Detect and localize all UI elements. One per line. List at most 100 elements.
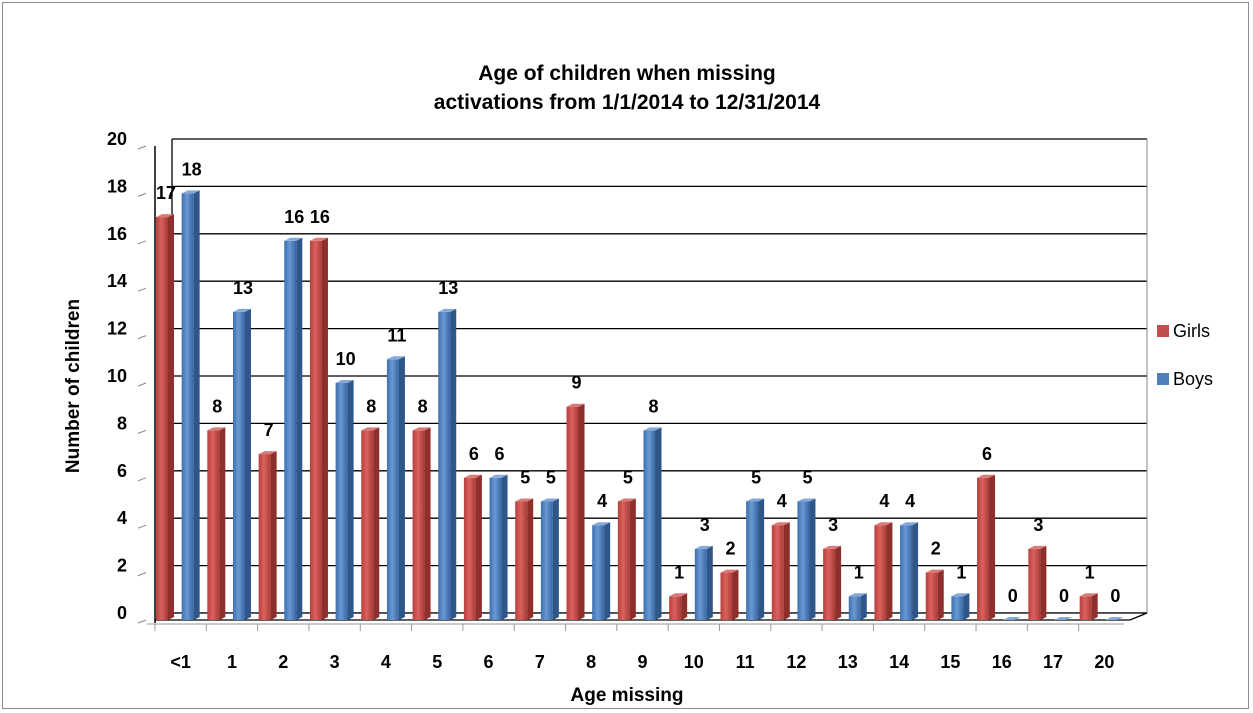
data-label-girls: 8 bbox=[418, 396, 428, 416]
y-tick-mark bbox=[137, 145, 147, 150]
bar-front bbox=[900, 525, 913, 620]
data-label-girls: 3 bbox=[828, 515, 838, 535]
data-label-boys: 10 bbox=[336, 349, 356, 369]
data-label-boys: 4 bbox=[905, 491, 915, 511]
data-label-boys: 16 bbox=[284, 207, 304, 227]
bar-boys bbox=[746, 498, 765, 620]
y-tick-mark bbox=[137, 382, 147, 387]
bar-side bbox=[860, 593, 867, 620]
bar-girls bbox=[977, 474, 996, 620]
bar-side bbox=[578, 403, 585, 620]
bar-front bbox=[771, 525, 784, 620]
y-tick-mark bbox=[137, 572, 147, 577]
bar-top bbox=[412, 427, 431, 431]
y-tick-label: 2 bbox=[117, 556, 127, 576]
bar-top bbox=[617, 498, 636, 502]
bar-top bbox=[823, 545, 842, 549]
data-label-girls: 1 bbox=[674, 562, 684, 582]
y-tick-mark bbox=[137, 477, 147, 482]
bar-girls bbox=[515, 498, 534, 620]
bar-front bbox=[925, 572, 938, 620]
bar-girls bbox=[925, 569, 944, 620]
y-tick-mark bbox=[137, 429, 147, 434]
bar-girls bbox=[771, 522, 790, 620]
x-tick-label: 14 bbox=[889, 652, 909, 672]
bar-top bbox=[669, 593, 688, 597]
data-label-girls: 17 bbox=[156, 183, 176, 203]
bar-side bbox=[168, 214, 174, 620]
chart-title: Age of children when missing bbox=[478, 62, 776, 85]
data-label-girls: 4 bbox=[777, 491, 787, 511]
bar-front bbox=[669, 596, 682, 620]
x-tick-label: 1 bbox=[227, 652, 237, 672]
bar-side bbox=[1091, 593, 1098, 620]
bar-front bbox=[592, 525, 605, 620]
bar-boys bbox=[386, 356, 405, 620]
bar-top bbox=[1079, 593, 1098, 597]
bar-front bbox=[848, 596, 861, 620]
x-tick-label: 12 bbox=[786, 652, 806, 672]
data-label-boys: 6 bbox=[495, 444, 505, 464]
bar-boys bbox=[643, 427, 662, 620]
bar-top bbox=[1054, 617, 1073, 620]
bar-top bbox=[900, 522, 919, 526]
bar-side bbox=[501, 474, 508, 620]
bar-side bbox=[783, 522, 790, 620]
bar-side bbox=[398, 356, 405, 620]
bar-front bbox=[515, 501, 528, 620]
bar-top bbox=[438, 308, 457, 312]
bar-side bbox=[373, 427, 380, 620]
y-tick-label: 8 bbox=[117, 413, 127, 433]
bar-front bbox=[335, 383, 348, 620]
x-tick-label: 3 bbox=[330, 652, 340, 672]
data-label-girls: 5 bbox=[520, 468, 530, 488]
bar-front bbox=[284, 240, 297, 621]
data-label-boys: 1 bbox=[854, 562, 864, 582]
bar-front bbox=[874, 525, 887, 620]
bar-top bbox=[361, 427, 380, 431]
y-tick-mark bbox=[137, 192, 147, 197]
data-label-boys: 13 bbox=[438, 278, 458, 298]
bar-side bbox=[244, 308, 251, 620]
bar-girls bbox=[412, 427, 431, 620]
bar-front bbox=[258, 454, 271, 620]
data-label-girls: 16 bbox=[310, 207, 330, 227]
bar-girls bbox=[309, 237, 328, 621]
data-label-girls: 8 bbox=[212, 396, 222, 416]
bar-top bbox=[977, 474, 996, 478]
bar-front bbox=[1028, 548, 1041, 620]
bar-top bbox=[566, 403, 585, 407]
bar-boys bbox=[335, 380, 354, 620]
x-tick-label: 2 bbox=[278, 652, 288, 672]
bar-top bbox=[309, 237, 328, 241]
y-tick-label: 4 bbox=[117, 508, 127, 528]
data-label-boys: 3 bbox=[700, 515, 710, 535]
bar-boys bbox=[951, 593, 970, 620]
bar-side bbox=[937, 569, 944, 620]
x-tick-label: 13 bbox=[838, 652, 858, 672]
data-label-boys: 11 bbox=[387, 325, 406, 345]
bar-top bbox=[771, 522, 790, 526]
y-tick-label: 6 bbox=[117, 461, 127, 481]
y-tick-label: 16 bbox=[107, 224, 127, 244]
bar-top bbox=[874, 522, 893, 526]
bar-front bbox=[361, 430, 374, 620]
data-label-girls: 2 bbox=[725, 539, 735, 559]
data-label-girls: 7 bbox=[264, 420, 274, 440]
bar-top bbox=[181, 190, 200, 194]
legend-label-boys: Boys bbox=[1173, 369, 1213, 389]
bar-girls bbox=[1028, 545, 1047, 620]
bar-top bbox=[258, 451, 277, 455]
bar-boys bbox=[489, 474, 508, 620]
bar-top bbox=[232, 308, 251, 312]
bar-side bbox=[347, 380, 354, 620]
bar-front bbox=[438, 311, 451, 620]
bar-boys bbox=[592, 522, 611, 620]
bar-boys bbox=[900, 522, 919, 620]
data-label-girls: 3 bbox=[1033, 515, 1043, 535]
bar-side bbox=[809, 498, 816, 620]
data-label-boys: 5 bbox=[751, 468, 761, 488]
bar-front bbox=[694, 548, 707, 620]
